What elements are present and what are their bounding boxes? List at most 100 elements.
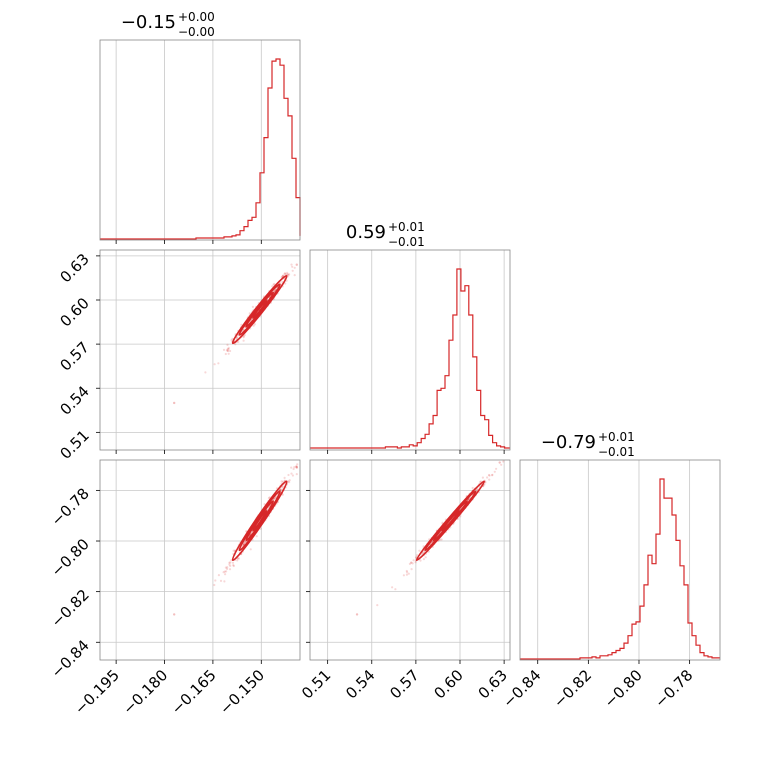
sample-point — [204, 371, 207, 374]
sample-point — [488, 474, 491, 477]
y-tick-label: −0.80 — [48, 535, 93, 580]
x-tick-label: −0.80 — [601, 666, 646, 711]
sample-point — [286, 273, 289, 276]
y-tick-label: 0.54 — [56, 382, 92, 418]
sample-point — [502, 460, 505, 463]
sample-point — [487, 473, 491, 477]
sample-point — [290, 472, 293, 475]
sample-point — [287, 274, 290, 277]
sample-point — [292, 467, 295, 471]
sample-point — [274, 496, 277, 499]
x-tick-label: −0.82 — [550, 666, 595, 711]
sample-point — [228, 563, 231, 566]
param-title-minus: −0.01 — [598, 445, 635, 459]
x-tick-label: 0.51 — [298, 666, 334, 702]
sample-point — [279, 488, 282, 491]
x-tick-label: −0.78 — [651, 666, 696, 711]
y-tick-label: 0.60 — [56, 294, 92, 330]
sample-point — [232, 564, 235, 568]
sample-point — [234, 343, 237, 346]
sample-point — [412, 559, 415, 562]
sample-point — [288, 479, 291, 482]
sample-point — [231, 561, 235, 564]
sample-point — [475, 488, 478, 491]
param-title-minus: −0.01 — [388, 235, 425, 249]
sample-point — [224, 573, 227, 576]
sample-point — [251, 305, 254, 308]
sample-point — [263, 503, 266, 506]
sample-point — [255, 535, 258, 538]
sample-point — [418, 549, 421, 552]
sample-point — [293, 274, 296, 277]
sample-point — [273, 289, 276, 292]
sample-point — [227, 352, 230, 355]
sample-point — [291, 265, 294, 268]
sample-point — [287, 480, 290, 483]
histogram-1 — [310, 268, 510, 449]
x-tick-label: −0.195 — [71, 666, 123, 718]
param-title-plus: +0.00 — [178, 10, 215, 24]
sample-point — [500, 463, 503, 466]
sample-point — [291, 269, 294, 272]
density-contour — [252, 300, 268, 319]
sample-point — [213, 583, 216, 587]
sample-point — [223, 570, 226, 573]
panel-frame — [99, 39, 301, 241]
x-tick-label: −0.150 — [216, 666, 268, 718]
sample-point — [419, 559, 422, 562]
sample-point — [242, 542, 246, 546]
sample-point — [394, 588, 397, 591]
y-tick-label: −0.78 — [48, 484, 93, 529]
sample-point — [242, 339, 245, 342]
sample-point — [405, 569, 408, 573]
panel-frame — [309, 249, 511, 451]
sample-point — [410, 561, 413, 564]
sample-point — [172, 401, 176, 405]
sample-point — [295, 465, 298, 469]
sample-point — [290, 263, 293, 266]
sample-point — [253, 323, 256, 326]
y-tick-label: 0.51 — [56, 426, 92, 462]
sample-point — [414, 561, 417, 564]
sample-point — [172, 613, 176, 616]
y-tick-label: 0.63 — [56, 250, 92, 286]
sample-point — [479, 480, 482, 483]
param-title-value: 0.59 — [346, 222, 386, 243]
sample-point — [230, 339, 233, 342]
sample-point — [219, 579, 223, 583]
pair-panel-2-1 — [306, 459, 511, 664]
sample-point — [229, 349, 232, 353]
sample-point — [493, 470, 496, 473]
sample-point — [411, 562, 414, 565]
param-title-plus: +0.01 — [388, 220, 425, 234]
y-tick-label: 0.57 — [56, 338, 92, 374]
sample-point — [213, 363, 216, 366]
sample-point — [406, 571, 409, 574]
sample-point — [295, 466, 298, 469]
sample-point — [236, 336, 239, 339]
sample-point — [280, 480, 283, 483]
sample-point — [228, 561, 231, 564]
sample-point — [237, 340, 240, 344]
x-tick-label: −0.165 — [168, 666, 220, 718]
sample-point — [376, 604, 379, 607]
sample-point — [288, 273, 291, 276]
sample-point — [226, 567, 229, 571]
sample-point — [422, 551, 425, 554]
sample-point — [222, 348, 226, 351]
diag-panel-2: −0.79 +0.01−0.01 — [519, 430, 721, 664]
sample-point — [283, 272, 286, 275]
sample-point — [439, 538, 442, 541]
sample-point — [273, 498, 276, 501]
sample-point — [237, 557, 241, 560]
x-tick-label: 0.54 — [342, 666, 378, 702]
pair-panel-1-0 — [96, 249, 301, 454]
sample-point — [232, 564, 235, 567]
sample-point — [284, 273, 287, 276]
sample-point — [410, 568, 413, 571]
param-title-value: −0.15 — [121, 12, 176, 33]
sample-point — [402, 574, 405, 577]
sample-point — [416, 554, 419, 557]
